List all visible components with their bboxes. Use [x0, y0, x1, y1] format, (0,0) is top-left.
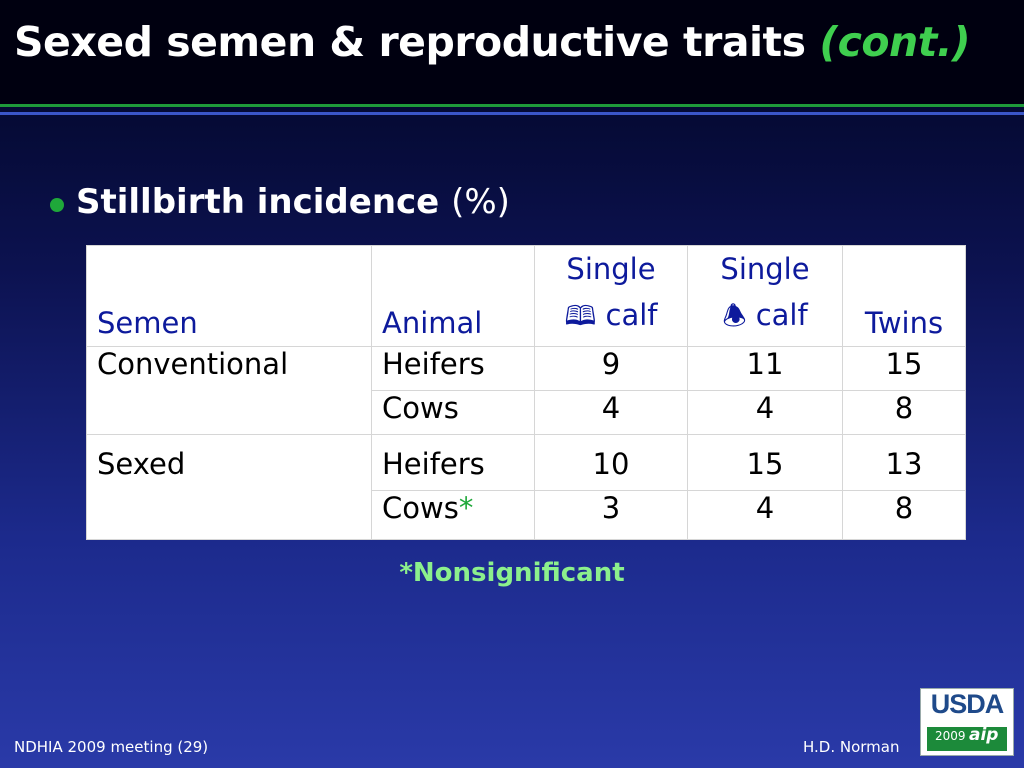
footnote: *Nonsignificant: [399, 558, 625, 588]
title-rule-blue: [0, 112, 1024, 115]
cell-twins: 8: [842, 390, 966, 435]
cell-semen: Sexed: [86, 434, 372, 540]
usda-logo: USDA 2009 aip: [920, 688, 1014, 756]
cell-twins: 13: [842, 434, 966, 491]
cell-twins: 15: [842, 346, 966, 391]
cell-single-male: 4: [534, 390, 688, 435]
logo-green-band: [927, 727, 1007, 751]
header-twins: Twins: [842, 245, 966, 347]
cell-single-male: 10: [534, 434, 688, 491]
bullet-text: Stillbirth incidence (%): [76, 182, 510, 222]
cell-single-female: 4: [687, 390, 843, 435]
logo-year: 2009: [935, 729, 966, 743]
cell-animal: Heifers: [371, 434, 535, 491]
footer-author: H.D. Norman: [803, 738, 900, 756]
cell-animal: Cows*: [371, 490, 535, 540]
title-bar: [0, 0, 1024, 104]
footer-meeting: NDHIA 2009 meeting (29): [14, 738, 209, 756]
table-row: Conventional Heifers 9 11 15: [86, 346, 966, 435]
header-single-male-calf: Single 🕮 calf: [534, 245, 688, 347]
male-symbol-icon: 🕮: [564, 301, 597, 332]
cell-single-female: 15: [687, 434, 843, 491]
aip-logo-mark: aip: [969, 725, 999, 745]
nonsignificant-star: *: [458, 491, 474, 525]
table-row: Cows* 3 4 8: [87, 490, 966, 540]
cell-animal: Cows: [371, 390, 535, 435]
cell-single-male: 3: [534, 490, 688, 540]
header-animal: Animal: [371, 245, 535, 347]
slide-title: Sexed semen & reproductive traits (cont.…: [14, 18, 971, 66]
cell-twins: 8: [842, 490, 966, 540]
table-header-row: Semen Animal Single 🕮 calf Single 🕭 calf T…: [86, 245, 966, 347]
cell-single-male: 9: [534, 346, 688, 391]
female-symbol-icon: 🕭: [722, 301, 747, 332]
title-rule-green: [0, 104, 1024, 107]
cell-animal: Heifers: [371, 346, 535, 391]
usda-wordmark: USDA: [930, 689, 1005, 719]
header-semen: Semen: [86, 245, 372, 347]
stillbirth-table: Semen Animal Single 🕮 calf Single 🕭 calf T…: [86, 245, 966, 540]
bullet-dot-icon: [50, 198, 64, 212]
cell-semen: Conventional: [86, 346, 372, 435]
header-single-female-calf: Single 🕭 calf: [687, 245, 843, 347]
table-row: Sexed Heifers 10 15 13: [86, 434, 966, 540]
cell-single-female: 11: [687, 346, 843, 391]
bullet-item: Stillbirth incidence (%): [50, 182, 510, 222]
title-cont: (cont.): [819, 18, 971, 66]
cell-single-female: 4: [687, 490, 843, 540]
